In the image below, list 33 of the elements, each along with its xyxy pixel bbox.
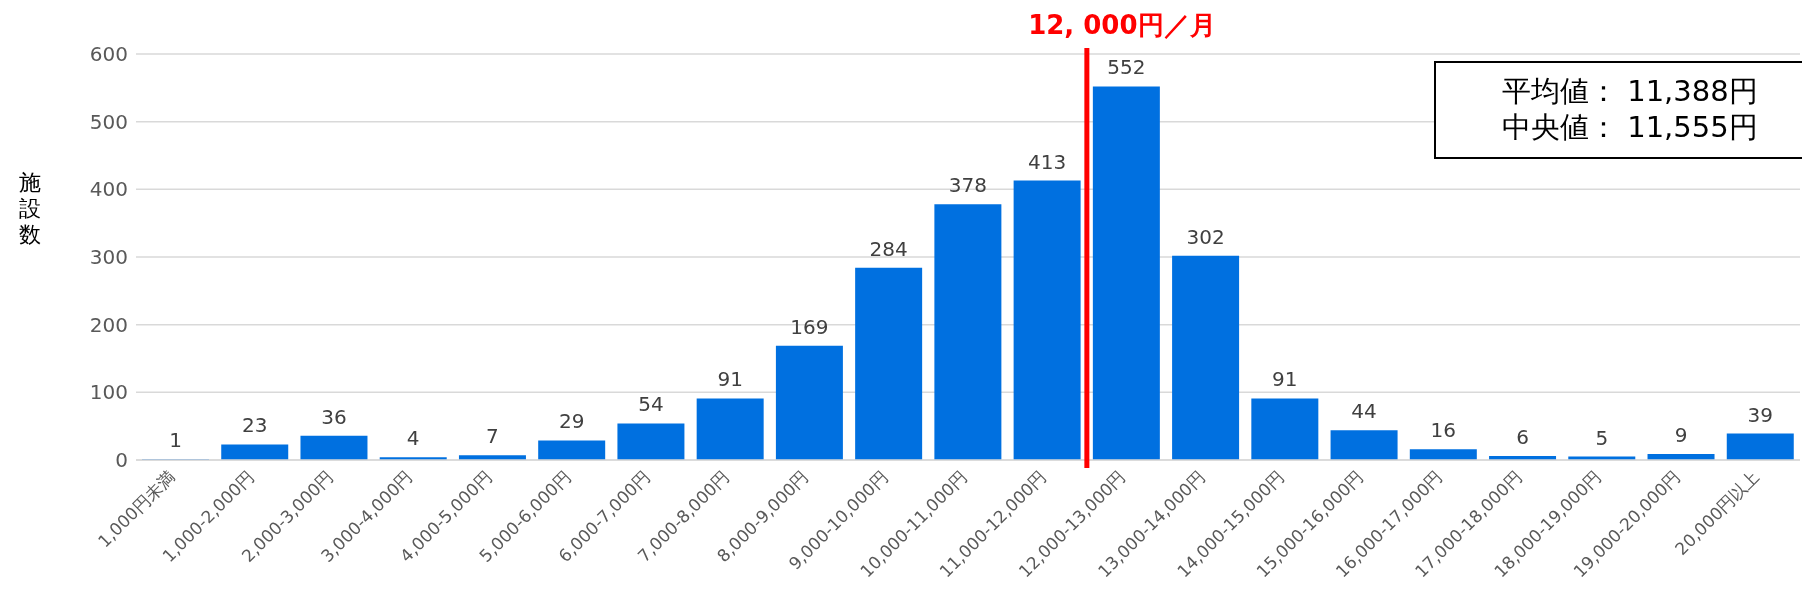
y-tick-label: 200 bbox=[89, 312, 128, 337]
annotation: 平均値： 11,388円 bbox=[1502, 73, 1759, 109]
data-label: 29 bbox=[558, 409, 585, 434]
data-label: 378 bbox=[948, 173, 987, 198]
data-label: 1 bbox=[169, 428, 182, 453]
data-label: 44 bbox=[1351, 399, 1377, 424]
data-label: 16 bbox=[1430, 418, 1457, 443]
data-label: 552 bbox=[1107, 55, 1146, 80]
data-label: 5 bbox=[1595, 425, 1609, 450]
y-tick-label: 0 bbox=[115, 448, 128, 473]
data-label: 91 bbox=[717, 367, 743, 392]
y-axis-title: 施設数 bbox=[19, 170, 41, 247]
y-tick-label: 100 bbox=[89, 380, 128, 405]
ref-line-label: 12, 000円／月 bbox=[1028, 10, 1216, 40]
text-box: 平均値： 11,388円 中央値： 11,555円 bbox=[1434, 61, 1802, 159]
annotation: 中央値： 11,555円 bbox=[1502, 109, 1759, 145]
data-label: 54 bbox=[638, 392, 664, 417]
data-label: 284 bbox=[869, 236, 908, 261]
data-label: 302 bbox=[1186, 224, 1225, 249]
data-label: 9 bbox=[1674, 422, 1688, 447]
data-label: 169 bbox=[790, 314, 829, 339]
data-label: 91 bbox=[1272, 367, 1298, 392]
y-tick-label: 300 bbox=[89, 245, 128, 270]
data-label: 413 bbox=[1028, 149, 1067, 174]
y-tick-label: 400 bbox=[89, 177, 128, 202]
data-label: 7 bbox=[486, 424, 499, 449]
y-tick-label: 500 bbox=[89, 109, 128, 134]
data-label: 6 bbox=[1516, 424, 1529, 449]
data-label: 39 bbox=[1747, 402, 1773, 427]
data-label: 36 bbox=[321, 404, 347, 429]
y-tick-label: 600 bbox=[89, 42, 128, 67]
data-label: 23 bbox=[242, 413, 268, 438]
data-label: 4 bbox=[406, 426, 420, 451]
